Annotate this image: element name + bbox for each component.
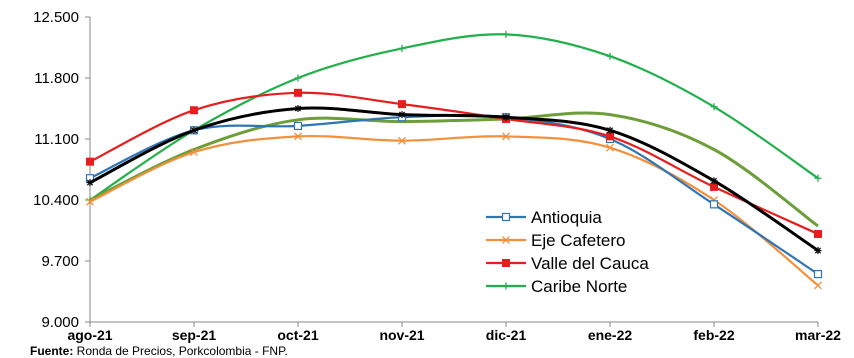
y-tick-label: 9.000 bbox=[41, 314, 79, 331]
data-point bbox=[294, 132, 302, 141]
data-point bbox=[398, 100, 406, 109]
series-valle-del-cauca bbox=[86, 88, 822, 238]
legend-entry: Valle del Cauca bbox=[486, 254, 649, 273]
chart-legend: Antioquia Eje Cafetero Valle del Cauca Cari… bbox=[486, 208, 649, 296]
legend-entry: Caribe Norte bbox=[486, 277, 627, 296]
chart-series bbox=[85, 30, 823, 290]
data-point bbox=[190, 126, 198, 134]
y-tick-label: 11.100 bbox=[34, 131, 79, 148]
series-line bbox=[89, 134, 819, 287]
data-point bbox=[814, 174, 822, 182]
data-point bbox=[606, 143, 614, 152]
data-point bbox=[814, 247, 822, 255]
source-note: Fuente: Ronda de Precios, Porkcolombia -… bbox=[30, 344, 288, 358]
data-point bbox=[606, 126, 614, 134]
source-label: Fuente: bbox=[30, 344, 74, 358]
series-line bbox=[89, 33, 819, 201]
data-point bbox=[814, 281, 822, 290]
series-line bbox=[89, 111, 819, 228]
data-point bbox=[502, 113, 510, 121]
legend-entry: Antioquia bbox=[486, 208, 602, 227]
y-tick-label: 9.700 bbox=[41, 253, 79, 270]
data-point bbox=[502, 282, 510, 290]
y-axis-ticks: 9.000 9.700 10.400 11.100 11.800 12.500 bbox=[33, 9, 90, 331]
data-point bbox=[502, 259, 510, 267]
data-point bbox=[398, 136, 406, 145]
legend-label: Valle del Cauca bbox=[531, 254, 649, 273]
data-point bbox=[294, 74, 302, 82]
data-point bbox=[502, 132, 510, 141]
x-tick-label: mar-22 bbox=[795, 327, 841, 343]
data-point bbox=[294, 88, 302, 97]
x-tick-label: feb-22 bbox=[693, 327, 734, 343]
data-point bbox=[398, 111, 406, 119]
chart-axes bbox=[89, 17, 818, 323]
data-point bbox=[190, 148, 198, 157]
y-tick-label: 11.800 bbox=[34, 70, 79, 87]
data-point bbox=[710, 182, 718, 191]
series-eje-cafetero bbox=[86, 132, 822, 290]
y-tick-label: 10.400 bbox=[33, 192, 79, 209]
data-point bbox=[502, 236, 510, 244]
source-text: Ronda de Precios, Porkcolombia - FNP. bbox=[73, 344, 288, 358]
y-tick-label: 12.500 bbox=[33, 9, 79, 26]
data-point bbox=[294, 105, 302, 112]
series-line bbox=[89, 91, 819, 236]
x-tick-label: ago-21 bbox=[67, 327, 112, 343]
data-point bbox=[502, 30, 510, 38]
data-point bbox=[709, 200, 719, 209]
legend-label: Eje Cafetero bbox=[531, 231, 626, 250]
data-point bbox=[293, 121, 303, 131]
data-point bbox=[190, 106, 198, 115]
series-unnamed-5 bbox=[89, 111, 819, 228]
legend-label: Caribe Norte bbox=[531, 277, 627, 296]
data-point bbox=[814, 229, 822, 238]
data-point bbox=[710, 103, 718, 111]
data-point bbox=[501, 212, 511, 222]
x-tick-label: sep-21 bbox=[172, 327, 217, 343]
series-line bbox=[89, 106, 819, 252]
x-tick-label: oct-21 bbox=[277, 327, 318, 343]
data-point bbox=[606, 132, 614, 141]
data-point bbox=[86, 157, 94, 166]
data-point bbox=[86, 179, 94, 187]
data-point bbox=[710, 177, 718, 185]
x-tick-label: nov-21 bbox=[379, 327, 424, 343]
x-tick-label: ene-22 bbox=[588, 327, 633, 343]
data-point bbox=[398, 44, 406, 52]
legend-label: Antioquia bbox=[531, 208, 602, 227]
x-axis-ticks: ago-21 sep-21 oct-21 nov-21 dic-21 ene-22 feb-… bbox=[67, 322, 841, 343]
series-unnamed-4 bbox=[86, 105, 822, 255]
x-tick-label: dic-21 bbox=[486, 327, 527, 343]
data-point bbox=[86, 197, 94, 206]
data-point bbox=[813, 269, 823, 279]
legend-entry: Eje Cafetero bbox=[486, 231, 626, 250]
data-point bbox=[606, 52, 614, 60]
